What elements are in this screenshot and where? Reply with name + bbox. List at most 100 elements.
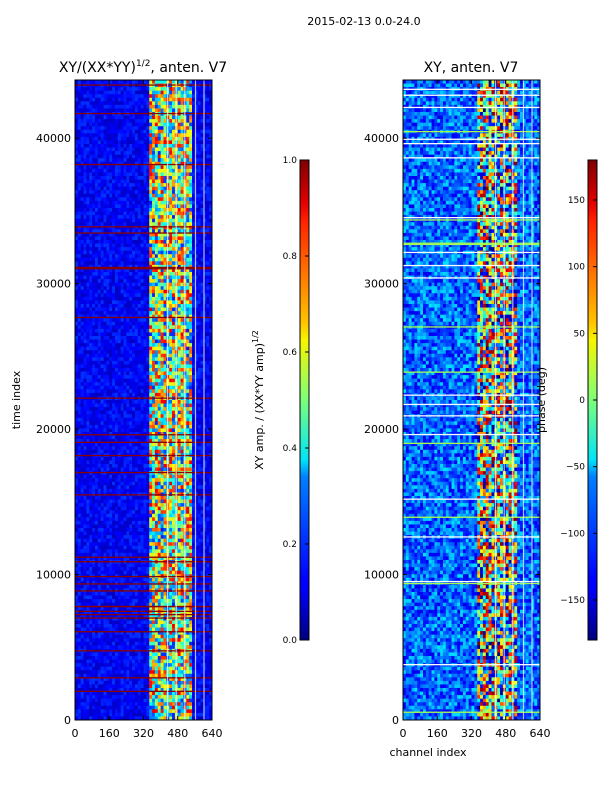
heatmap-cell <box>192 94 196 99</box>
heatmap-cell <box>189 435 193 440</box>
heatmap-cell <box>100 360 104 365</box>
heatmap-cell <box>194 293 199 298</box>
heatmap-cell <box>169 346 173 351</box>
heatmap-cell <box>83 357 87 362</box>
heatmap-cell <box>200 293 204 298</box>
heatmap-cell <box>123 197 127 202</box>
heatmap-cell <box>177 136 181 141</box>
heatmap-cell <box>109 126 113 131</box>
heatmap-cell <box>177 211 181 216</box>
heatmap-cell <box>157 414 162 419</box>
heatmap-cell <box>200 414 204 419</box>
heatmap-cell <box>103 161 107 166</box>
heatmap-cell <box>157 435 162 440</box>
heatmap-cell <box>172 211 176 216</box>
heatmap-cell <box>180 222 184 227</box>
heatmap-cell <box>123 417 127 422</box>
heatmap-cell <box>103 293 107 298</box>
heatmap-cell <box>154 382 159 387</box>
heatmap-cell <box>94 435 99 440</box>
heatmap-cell <box>197 218 201 223</box>
heatmap-cell <box>186 385 190 390</box>
heatmap-cell <box>152 119 156 124</box>
heatmap-cell <box>129 197 133 202</box>
heatmap-cell <box>186 133 190 138</box>
heatmap-cell <box>77 168 82 173</box>
heatmap-cell <box>106 119 110 124</box>
heatmap-cell <box>180 296 184 301</box>
heatmap-cell <box>203 190 207 195</box>
heatmap-cell <box>177 261 181 266</box>
heatmap-cell <box>197 392 201 397</box>
heatmap-cell <box>197 133 201 138</box>
heatmap-cell <box>126 147 130 152</box>
heatmap-cell <box>126 225 130 230</box>
heatmap-cell <box>120 204 124 209</box>
heatmap-cell <box>75 385 79 390</box>
heatmap-cell <box>86 261 90 266</box>
heatmap-cell <box>160 87 164 92</box>
heatmap-cell <box>80 339 84 344</box>
heatmap-cell <box>83 236 87 241</box>
heatmap-cell <box>149 179 153 184</box>
heatmap-cell <box>109 296 113 301</box>
heatmap-cell <box>189 346 193 351</box>
heatmap-cell <box>83 183 87 188</box>
heatmap-cell <box>189 94 193 99</box>
heatmap-cell <box>169 428 173 433</box>
heatmap-cell <box>132 200 136 205</box>
heatmap-cell <box>97 282 102 287</box>
heatmap-cell <box>160 435 164 440</box>
heatmap-cell <box>149 279 153 284</box>
heatmap-cell <box>194 407 199 412</box>
heatmap-cell <box>197 211 201 216</box>
heatmap-cell <box>77 289 82 294</box>
heatmap-cell <box>203 119 207 124</box>
heatmap-cell <box>149 172 153 177</box>
heatmap-cell <box>152 232 156 237</box>
heatmap-cell <box>123 311 127 316</box>
heatmap-cell <box>75 289 79 294</box>
heatmap-cell <box>152 129 156 134</box>
heatmap-cell <box>192 400 196 404</box>
heatmap-cell <box>200 151 204 156</box>
heatmap-cell <box>100 254 104 259</box>
heatmap-cell <box>177 104 181 109</box>
heatmap-cell <box>117 200 122 205</box>
heatmap-cell <box>112 318 116 323</box>
heatmap-cell <box>89 371 93 376</box>
heatmap-cell <box>163 133 167 138</box>
heatmap-cell <box>114 257 119 262</box>
heatmap-cell <box>197 336 201 340</box>
heatmap-cell <box>143 208 147 212</box>
heatmap-cell <box>126 176 130 180</box>
heatmap-cell <box>143 360 147 365</box>
heatmap-cell <box>117 375 122 380</box>
heatmap-cell <box>169 225 173 230</box>
heatmap-cell <box>123 272 127 276</box>
heatmap-cell <box>177 400 181 404</box>
heatmap-cell <box>109 229 113 234</box>
heatmap-cell <box>163 115 167 120</box>
heatmap-cell <box>94 279 99 284</box>
heatmap-cell <box>149 90 153 95</box>
heatmap-cell <box>97 261 102 266</box>
left-title-main: XY/(XX*YY) <box>59 60 136 76</box>
heatmap-cell <box>140 282 144 287</box>
heatmap-cell <box>180 161 184 166</box>
heatmap-cell <box>97 215 102 220</box>
heatmap-cell <box>109 318 113 323</box>
heatmap-cell <box>109 257 113 262</box>
heatmap-cell <box>92 428 96 433</box>
heatmap-cell <box>140 136 144 141</box>
heatmap-cell <box>126 442 130 447</box>
heatmap-cell <box>129 272 133 276</box>
heatmap-cell <box>160 275 164 280</box>
heatmap-cell <box>203 353 207 358</box>
heatmap-cell <box>86 236 90 241</box>
heatmap-cell <box>160 183 164 188</box>
heatmap-cell <box>140 179 144 184</box>
heatmap-cell <box>180 190 184 195</box>
heatmap-cell <box>114 147 119 152</box>
heatmap-cell <box>163 446 167 451</box>
